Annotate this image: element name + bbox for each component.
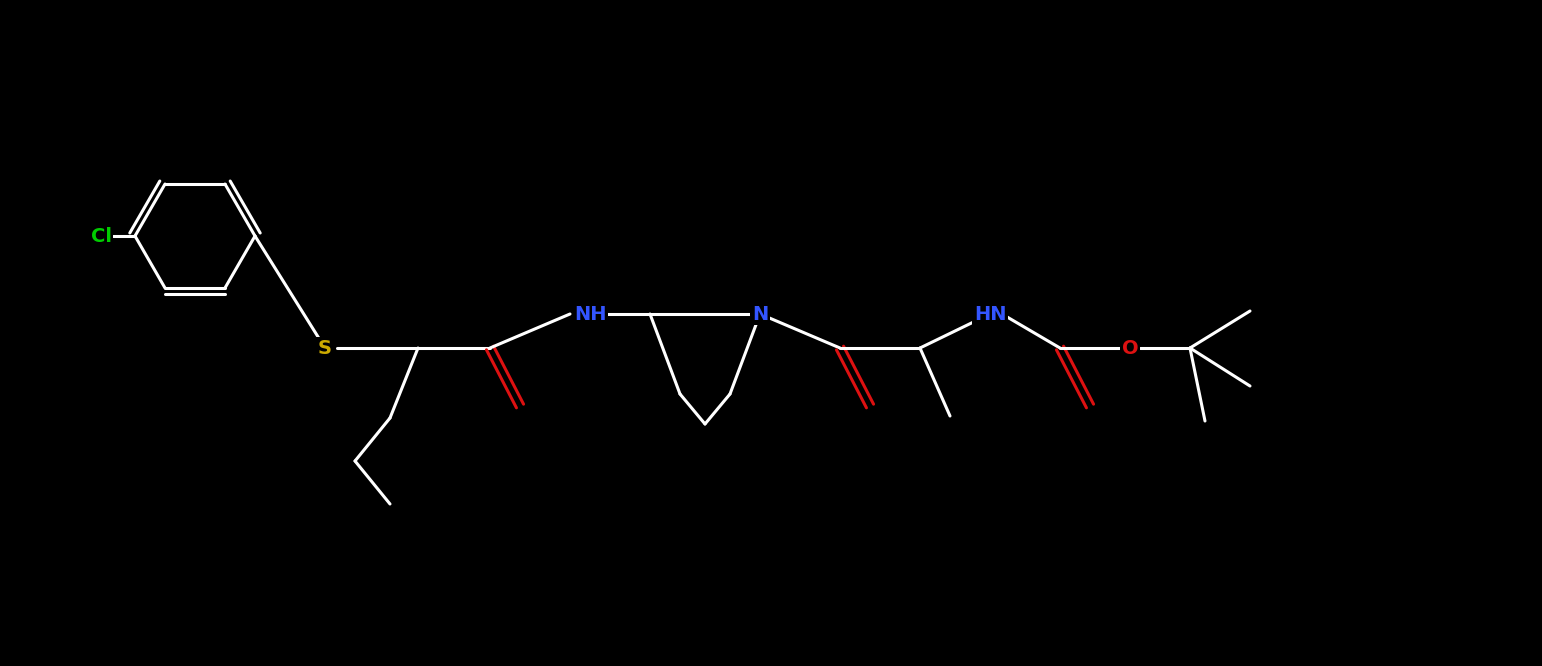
Text: HN: HN [973, 304, 1007, 324]
Text: NH: NH [574, 304, 606, 324]
Text: S: S [318, 338, 332, 358]
Text: Cl: Cl [91, 226, 111, 246]
Text: O: O [1121, 338, 1138, 358]
Text: N: N [752, 304, 768, 324]
